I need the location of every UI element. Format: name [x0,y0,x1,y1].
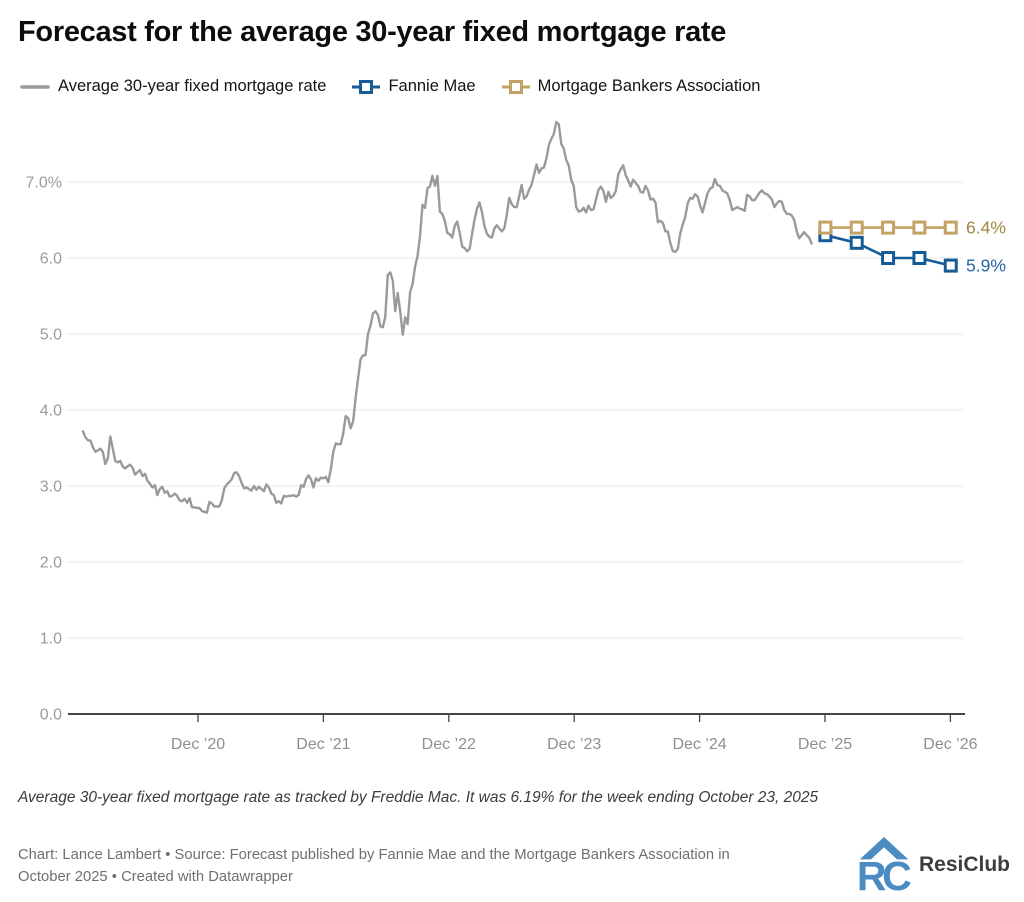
square-marker-icon [501,79,530,94]
y-tick-label: 3.0 [40,479,62,496]
x-tick-label: Dec ’20 [171,736,225,753]
legend-item-fannie-mae: Fannie Mae [352,77,476,96]
resiclub-logo-icon: R C [857,837,912,894]
forecast-marker-fannie-mae [912,251,927,265]
page-title: Forecast for the average 30-year fixed m… [18,16,727,48]
y-tick-label: 2.0 [40,555,62,572]
end-value-label-fannie-mae: 5.9% [966,256,1006,276]
x-tick-label: Dec ’22 [422,736,476,753]
y-tick-label: 4.0 [40,403,62,420]
end-value-label-mba: 6.4% [966,218,1006,238]
legend-label: Fannie Mae [388,77,476,95]
x-tick-label: Dec ’21 [296,736,350,753]
y-tick-label: 0.0 [40,707,62,724]
mortgage-rate-chart: 7.0% 6.0 5.0 4.0 3.0 2.0 1.0 0.0 Dec ’20 Dec ’21 D… [26,120,1006,753]
x-tick-label: Dec ’26 [923,736,977,753]
forecast-marker-fannie-mae [849,235,864,250]
legend-item-average: Average 30-year fixed mortgage rate [20,77,326,96]
x-tick-label: Dec ’24 [672,736,726,753]
forecast-marker-mba [818,220,833,235]
legend-label: Average 30-year fixed mortgage rate [58,77,327,95]
forecast-marker-fannie-mae [943,258,958,273]
resiclub-logo-text: ResiClub [918,853,1010,876]
y-tick-label: 5.0 [40,327,62,344]
forecast-marker-mba [912,220,927,235]
y-tick-label: 1.0 [40,631,62,648]
forecast-marker-mba [881,220,896,235]
chart-footnote: Average 30-year fixed mortgage rate as t… [18,789,819,806]
line-swatch-icon [20,84,50,89]
forecast-marker-mba [943,220,958,235]
svg-text:R: R [857,853,887,894]
svg-text:C: C [882,853,912,894]
legend-label: Mortgage Bankers Association [537,77,761,95]
forecast-marker-mba [849,220,864,235]
legend: Average 30-year fixed mortgage rate Fann… [20,77,760,96]
y-tick-label: 7.0% [26,175,62,192]
legend-item-mba: Mortgage Bankers Association [501,77,761,96]
chart-credits: Chart: Lance Lambert • Source: Forecast … [18,847,730,886]
x-tick-label: Dec ’23 [547,736,601,753]
resiclub-logo: R C ResiClub [856,836,1010,894]
forecast-marker-fannie-mae [881,251,896,265]
series-line-average-rate [81,120,813,514]
x-tick-label: Dec ’25 [798,736,852,753]
square-marker-icon [352,79,381,94]
y-tick-label: 6.0 [40,251,62,268]
